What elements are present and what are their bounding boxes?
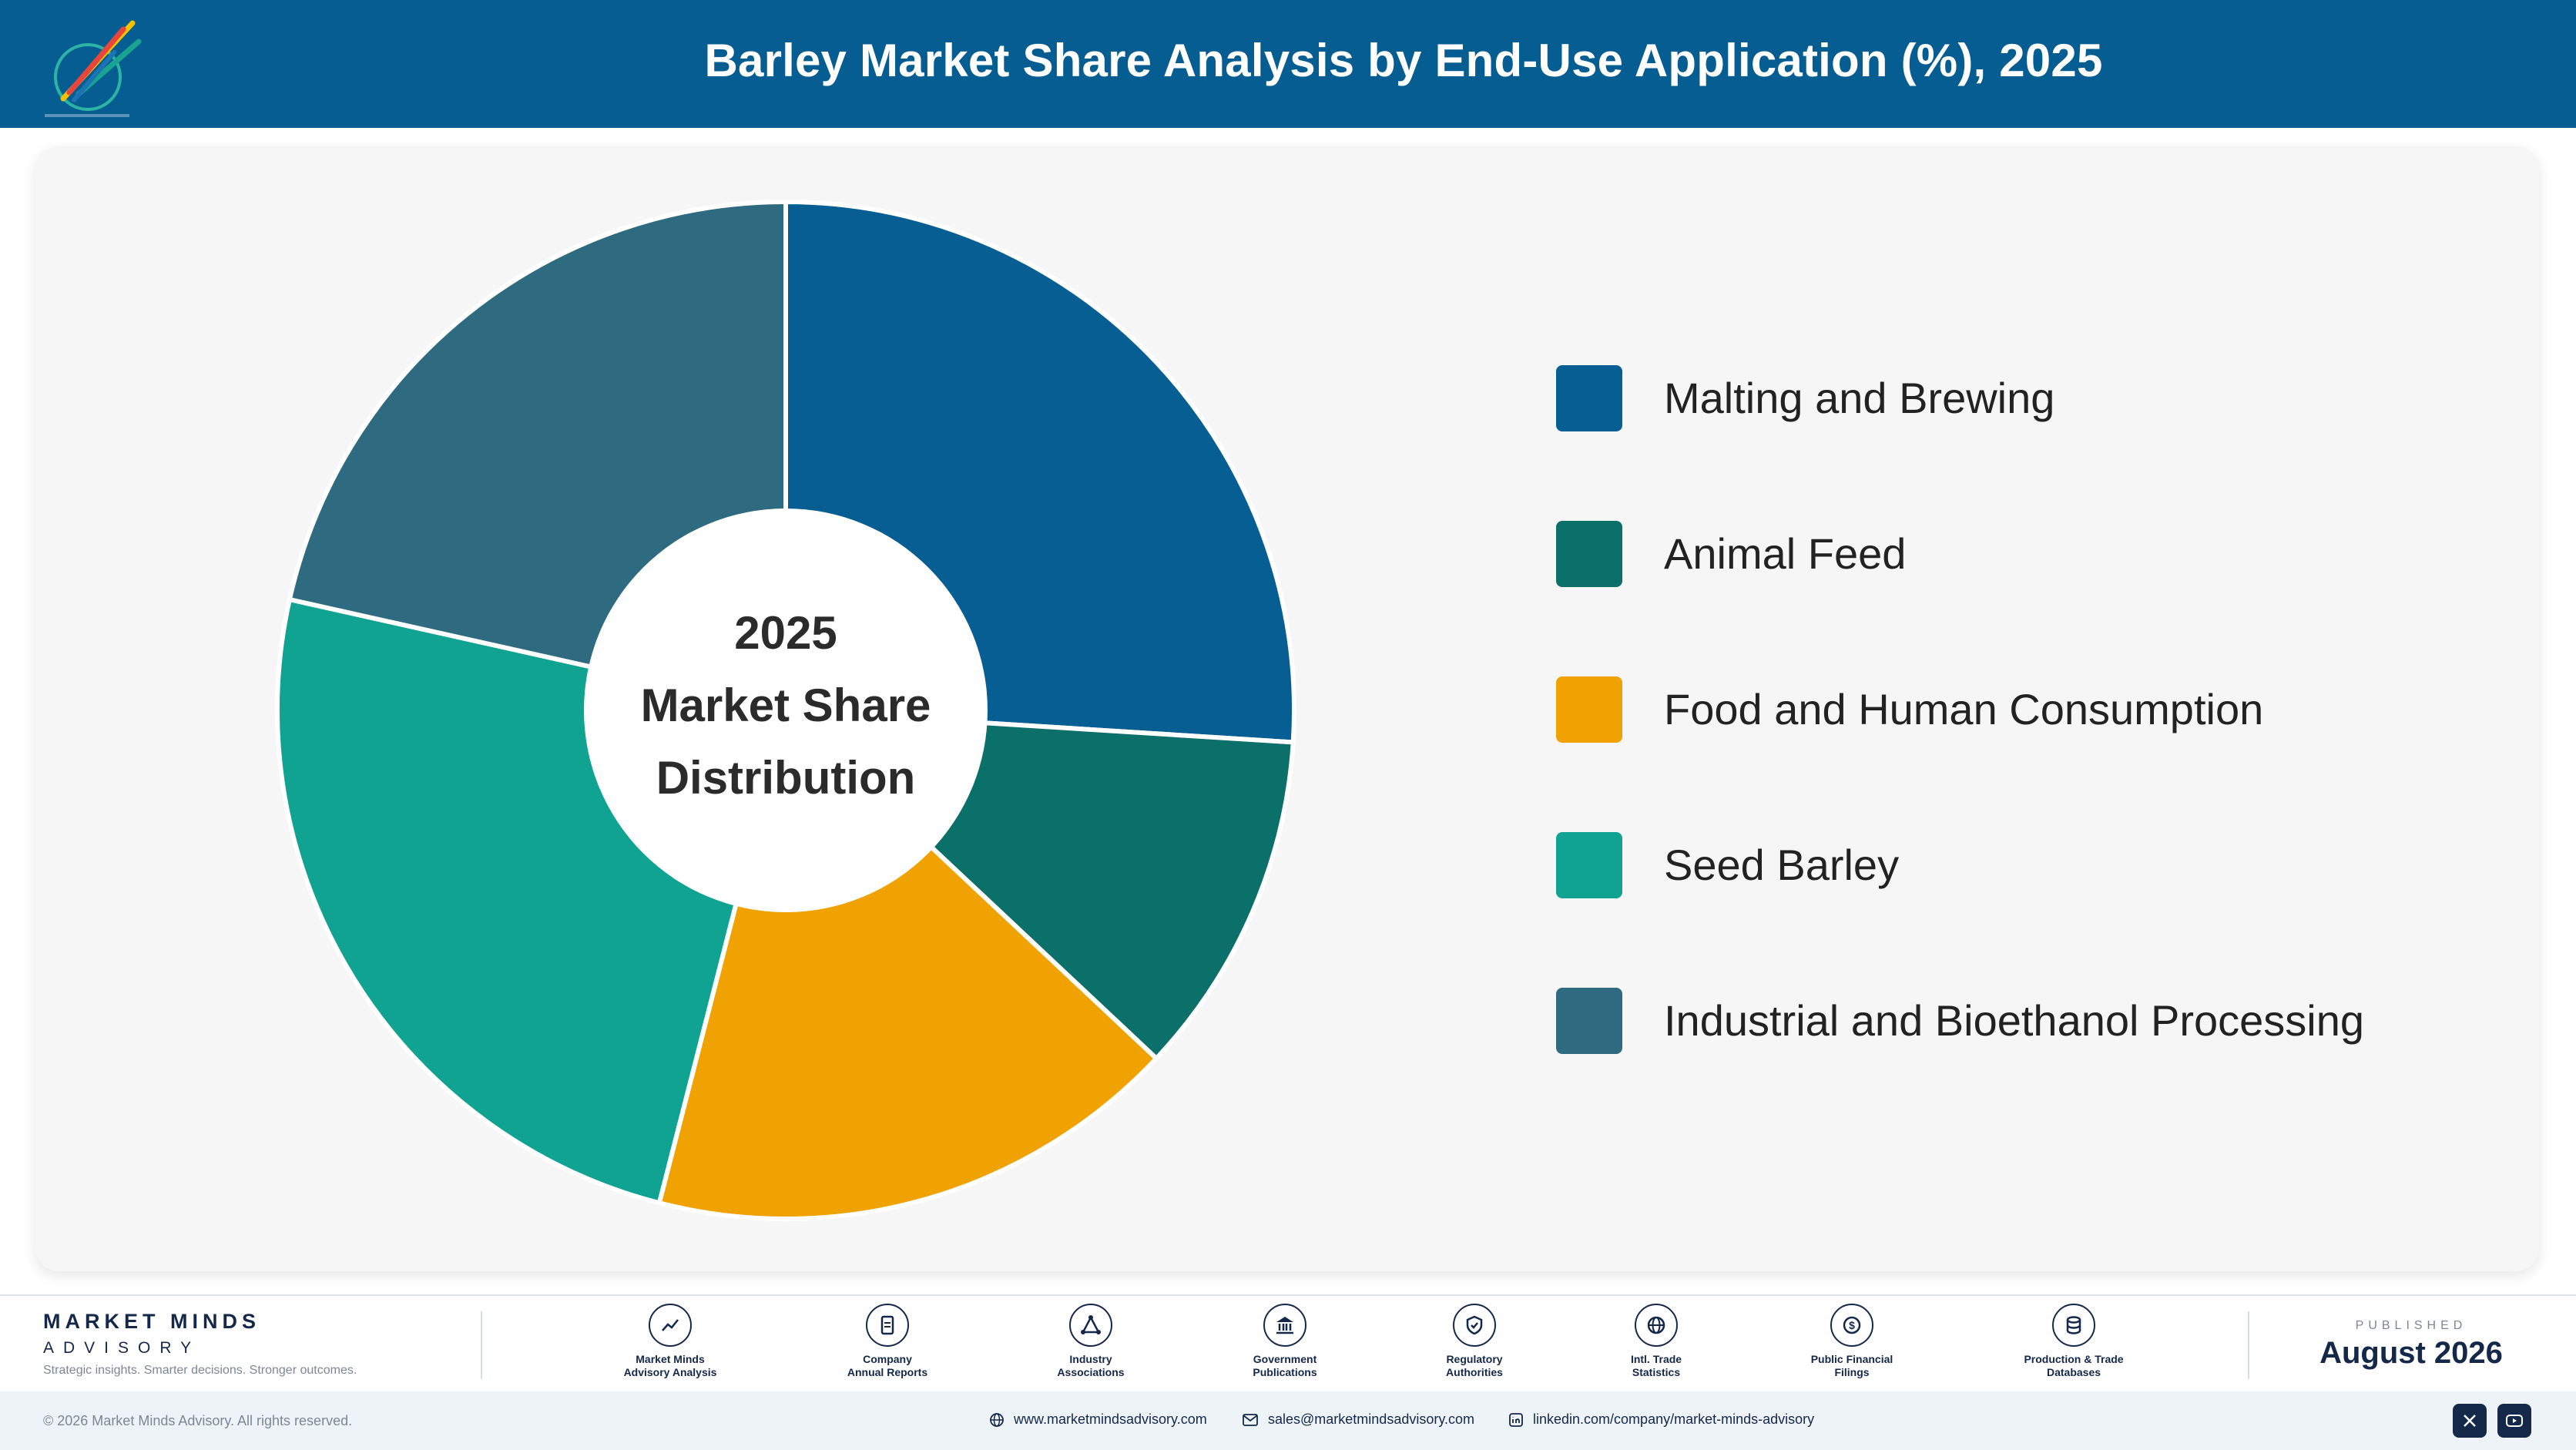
legend-label: Seed Barley — [1664, 841, 1900, 889]
company-logo-icon — [45, 20, 142, 117]
legend-item: Food and Human Consumption — [1556, 673, 2480, 743]
donut-hole — [584, 509, 988, 912]
legend-label: Food and Human Consumption — [1664, 685, 2264, 733]
trend-chart-icon — [649, 1304, 692, 1347]
published-date: August 2026 — [2319, 1336, 2503, 1370]
source-item: Government Publications — [1208, 1304, 1362, 1379]
legend-label: Animal Feed — [1664, 529, 1907, 578]
legend-label: Industrial and Bioethanol Processing — [1664, 996, 2365, 1045]
network-icon — [1069, 1304, 1112, 1347]
x-icon — [2464, 1415, 2476, 1427]
mail-icon — [1243, 1413, 1258, 1426]
divider — [2248, 1311, 2249, 1379]
database-icon — [2052, 1304, 2095, 1347]
divider — [481, 1311, 482, 1379]
x-social-button[interactable] — [2453, 1404, 2487, 1438]
published-label: PUBLISHED — [2355, 1319, 2467, 1332]
legend-item: Industrial and Bioethanol Processing — [1556, 985, 2480, 1054]
legend-swatch — [1556, 365, 1622, 431]
source-item: Regulatory Authorities — [1397, 1304, 1551, 1379]
youtube-social-button[interactable] — [2497, 1404, 2531, 1438]
brand-name: MARKET MINDS — [43, 1310, 260, 1333]
pie-chart: 2025 Market Share Distribution — [277, 202, 1295, 1219]
svg-text:$: $ — [1849, 1319, 1855, 1331]
brand-tagline: Strategic insights. Smarter decisions. S… — [43, 1364, 357, 1377]
legend-item: Seed Barley — [1556, 829, 2480, 898]
linkedin-icon — [1509, 1412, 1523, 1427]
bottom-bar: © 2026 Market Minds Advisory. All rights… — [0, 1391, 2576, 1450]
source-item: Production & Trade Databases — [1997, 1304, 2151, 1379]
page-title: Barley Market Share Analysis by End-Use … — [704, 35, 2103, 86]
copyright-text: © 2026 Market Minds Advisory. All rights… — [43, 1413, 353, 1428]
linkedin-link[interactable]: linkedin.com/company/market-minds-adviso… — [1508, 1411, 1814, 1428]
legend-item: Malting and Brewing — [1556, 362, 2480, 431]
document-icon — [866, 1304, 909, 1347]
legend-swatch — [1556, 988, 1622, 1054]
center-label-line: Distribution — [656, 752, 916, 804]
source-item: Industry Associations — [1014, 1304, 1168, 1379]
legend-swatch — [1556, 521, 1622, 587]
footer: MARKET MINDS ADVISORY Strategic insights… — [0, 1294, 2576, 1390]
legend-label: Malting and Brewing — [1664, 374, 2055, 422]
legend-swatch — [1556, 676, 1622, 743]
government-building-icon — [1263, 1304, 1306, 1347]
header-bar: Barley Market Share Analysis by End-Use … — [0, 0, 2576, 128]
youtube-icon — [2506, 1415, 2523, 1427]
shield-check-icon — [1453, 1304, 1496, 1347]
source-item: $ Public Financial Filings — [1775, 1304, 1929, 1379]
dollar-coin-icon: $ — [1830, 1304, 1873, 1347]
brand-subtitle: ADVISORY — [43, 1339, 201, 1357]
center-label-line: Market Share — [641, 680, 931, 731]
website-link[interactable]: www.marketmindsadvisory.com — [989, 1411, 1207, 1428]
email-link[interactable]: sales@marketmindsadvisory.com — [1242, 1411, 1474, 1428]
source-item: Market Minds Advisory Analysis — [593, 1304, 747, 1379]
center-label-line: 2025 — [734, 607, 837, 659]
legend-swatch — [1556, 832, 1622, 898]
legend-item: Animal Feed — [1556, 518, 2480, 587]
source-item: Company Annual Reports — [810, 1304, 964, 1379]
source-item: Intl. Trade Statistics — [1579, 1304, 1733, 1379]
globe-icon — [990, 1412, 1004, 1427]
globe-icon — [1635, 1304, 1678, 1347]
